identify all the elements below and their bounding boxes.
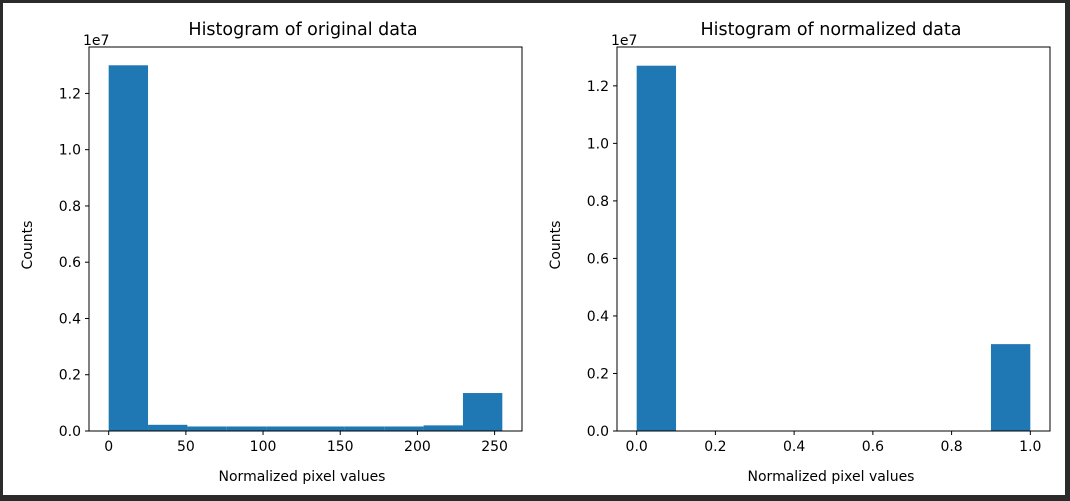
x-tick-label: 0.0	[626, 439, 648, 455]
y-ticks: 0.0 0.2 0.4 0.6 0.8 1.0 1.2	[59, 86, 89, 440]
plot-frame	[88, 46, 523, 432]
x-ticks: 0 50 100 150 200 250	[104, 431, 508, 455]
y-tick-label: 0.0	[587, 424, 609, 440]
histogram-bar	[226, 426, 267, 431]
y-tick-label: 0.2	[59, 368, 81, 384]
histogram-bar	[148, 424, 188, 431]
y-axis-label: Counts	[548, 221, 564, 270]
bars	[636, 65, 1031, 431]
histogram-bar	[423, 425, 463, 431]
y-tick-label: 0.2	[587, 366, 609, 382]
chart-title: Histogram of original data	[188, 20, 417, 40]
x-tick-label: 150	[327, 439, 354, 455]
y-tick-label: 0.4	[59, 311, 81, 327]
y-tick-label: 1.2	[59, 86, 81, 102]
y-offset-label: 1e7	[83, 33, 109, 49]
x-tick-label: 250	[481, 439, 508, 455]
histogram-bar	[305, 426, 345, 431]
x-axis-label: Normalized pixel values	[219, 469, 386, 485]
chart-normalized: Histogram of normalized data 1e7 Normali…	[548, 20, 1051, 485]
histogram-bar	[384, 426, 424, 431]
x-tick-label: 0	[104, 439, 113, 455]
x-tick-label: 100	[250, 439, 277, 455]
y-tick-label: 1.0	[59, 143, 81, 159]
y-tick-label: 0.8	[587, 194, 609, 210]
x-tick-label: 0.4	[783, 439, 805, 455]
histogram-bar	[108, 65, 149, 432]
y-offset-label: 1e7	[611, 33, 637, 49]
plot-frame	[616, 46, 1051, 432]
bars	[108, 65, 503, 432]
x-tick-label: 0.8	[940, 439, 962, 455]
chart-original: Histogram of original data 1e7 Normalize…	[20, 20, 523, 485]
x-tick-label: 200	[404, 439, 431, 455]
x-tick-label: 0.6	[862, 439, 884, 455]
histogram-bar	[990, 344, 1031, 431]
y-tick-label: 0.8	[59, 199, 81, 215]
y-axis-label: Counts	[20, 221, 36, 270]
histogram-bar	[187, 426, 227, 431]
figure: Histogram of original data 1e7 Normalize…	[3, 3, 1065, 495]
histogram-bar	[344, 426, 385, 431]
x-tick-label: 1.0	[1019, 439, 1041, 455]
x-tick-label: 50	[177, 439, 195, 455]
y-tick-label: 1.0	[587, 136, 609, 152]
y-ticks: 0.0 0.2 0.4 0.6 0.8 1.0 1.2	[587, 79, 617, 440]
figure-canvas: Histogram of original data 1e7 Normalize…	[20, 20, 1051, 485]
y-tick-label: 0.6	[59, 255, 81, 271]
histogram-bar	[266, 426, 306, 431]
x-ticks: 0.0 0.2 0.4 0.6 0.8 1.0	[626, 431, 1041, 455]
histogram-bar	[636, 65, 677, 431]
x-tick-label: 0.2	[704, 439, 726, 455]
y-tick-label: 1.2	[587, 79, 609, 95]
y-tick-label: 0.4	[587, 309, 609, 325]
chart-title: Histogram of normalized data	[701, 20, 962, 40]
y-tick-label: 0.6	[587, 251, 609, 267]
histogram-bar	[462, 393, 503, 431]
x-axis-label: Normalized pixel values	[748, 469, 915, 485]
y-tick-label: 0.0	[59, 424, 81, 440]
